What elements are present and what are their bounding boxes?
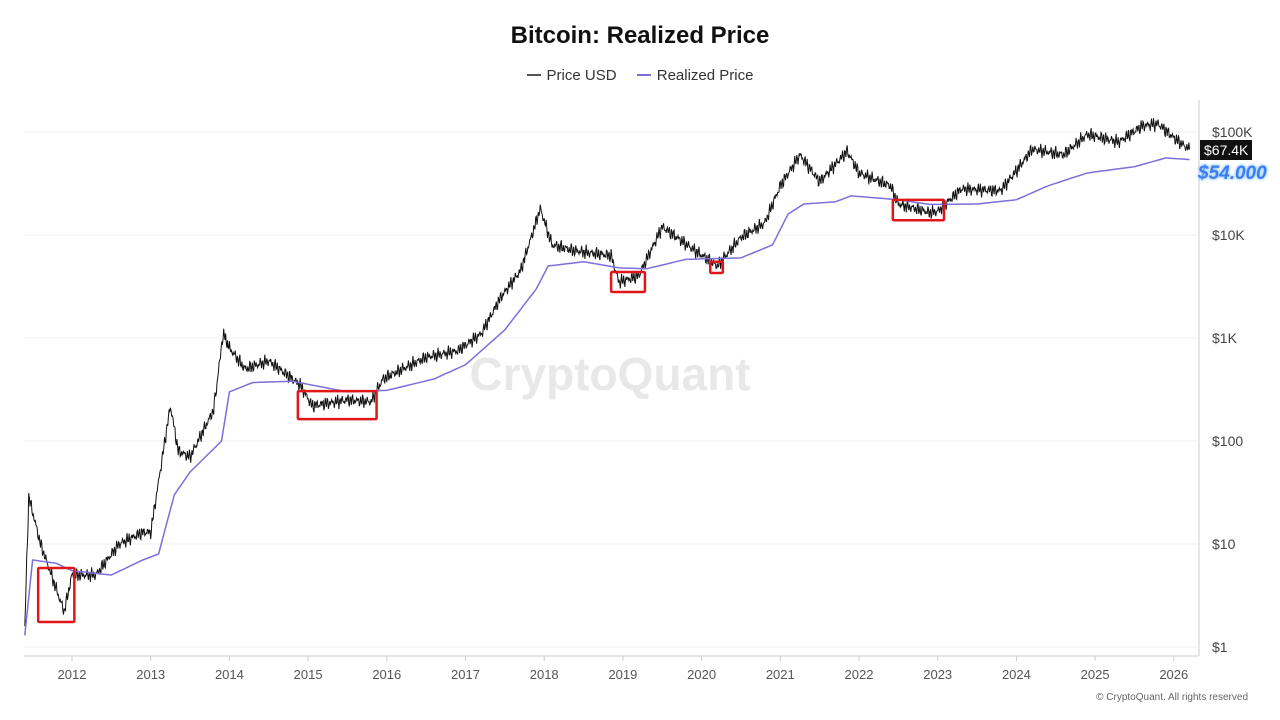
- current-price-badge: $67.4K: [1200, 140, 1253, 160]
- x-tick-label: 2025: [1081, 667, 1110, 682]
- x-tick-label: 2026: [1159, 667, 1188, 682]
- x-tick-label: 2015: [294, 667, 323, 682]
- highlight-box: [296, 389, 378, 421]
- highlight-box: [891, 198, 946, 222]
- price-usd-line: [24, 118, 1190, 627]
- x-tick-label: 2024: [1002, 667, 1031, 682]
- y-tick-label: $1K: [1212, 330, 1238, 346]
- x-tick-label: 2019: [608, 667, 637, 682]
- legend-label: Realized Price: [656, 66, 754, 84]
- highlight-box: [609, 270, 647, 294]
- legend-label: Price USD: [546, 66, 617, 84]
- x-tick-label: 2016: [372, 667, 401, 682]
- x-tick-label: 2023: [923, 667, 952, 682]
- y-tick-label: $100K: [1212, 124, 1253, 140]
- legend-item-realized[interactable]: Realized Price: [636, 66, 754, 84]
- legend-item-price[interactable]: Price USD: [526, 66, 617, 84]
- highlight-box: [709, 260, 725, 275]
- realized-price-line: [24, 157, 1190, 636]
- y-tick-label: $10K: [1212, 227, 1245, 243]
- y-tick-label: $100: [1212, 433, 1243, 449]
- chart-title: Bitcoin: Realized Price: [510, 22, 770, 49]
- x-tick-label: 2020: [687, 667, 716, 682]
- x-tick-label: 2022: [845, 667, 874, 682]
- legend: Price USD Realized Price: [0, 63, 1280, 84]
- current-realized-badge: $54.000: [1198, 163, 1267, 184]
- x-tick-label: 2017: [451, 667, 480, 682]
- x-tick-label: 2014: [215, 667, 244, 682]
- y-tick-label: $1: [1212, 639, 1228, 655]
- x-tick-label: 2018: [530, 667, 559, 682]
- x-tick-label: 2021: [766, 667, 795, 682]
- highlight-box: [36, 566, 76, 624]
- copyright: © CryptoQuant. All rights reserved: [1096, 692, 1248, 703]
- legend-swatch: [526, 74, 541, 76]
- x-tick-label: 2012: [58, 667, 87, 682]
- legend-swatch: [636, 74, 651, 76]
- watermark: CryptoQuant: [469, 348, 750, 400]
- y-tick-label: $10: [1212, 536, 1236, 552]
- x-tick-label: 2013: [136, 667, 165, 682]
